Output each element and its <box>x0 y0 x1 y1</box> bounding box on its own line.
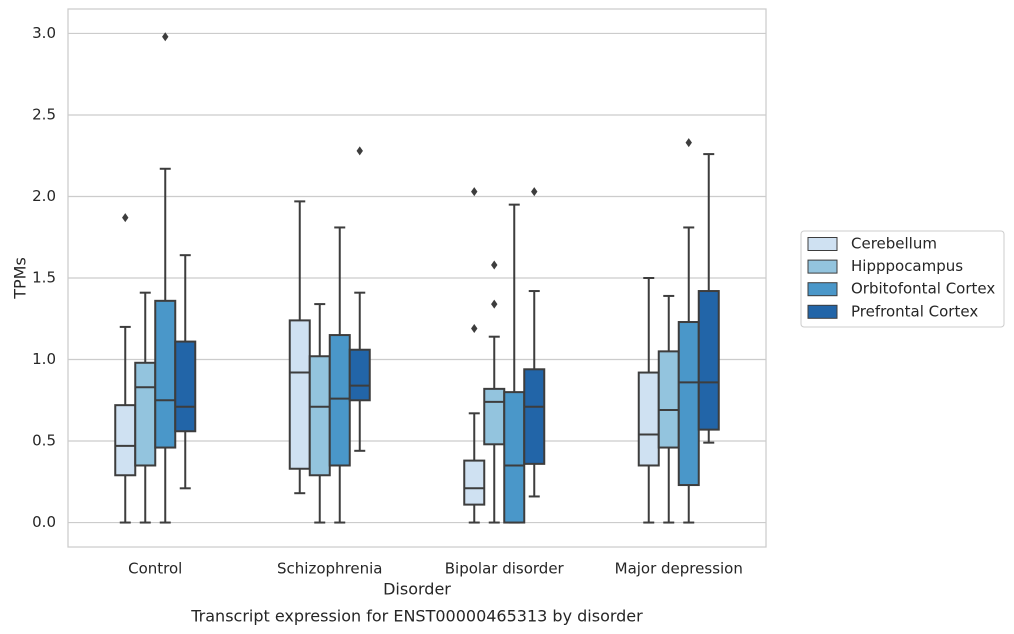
box-prefrontal-cortex <box>523 187 546 498</box>
box-orbitofontal-cortex <box>154 32 177 524</box>
iqr-box <box>523 368 546 465</box>
x-tick-label: Control <box>128 560 182 578</box>
x-axis-label: Disorder <box>383 580 451 599</box>
legend-label: Hipppocampus <box>851 257 963 275</box>
iqr-box <box>328 334 351 467</box>
legend-frame <box>800 230 1005 328</box>
x-tick-label: Schizophrenia <box>277 560 382 578</box>
box-plots <box>114 32 720 524</box>
box-cerebellum <box>114 213 137 524</box>
plot-frame <box>67 8 767 548</box>
box-prefrontal-cortex <box>348 146 371 452</box>
x-tick-label: Bipolar disorder <box>445 560 565 578</box>
outlier-point <box>471 324 478 334</box>
outlier-point <box>122 213 129 223</box>
box-hipppocampus <box>483 260 506 524</box>
y-tick-label: 1.5 <box>32 269 56 287</box>
chart-caption: Transcript expression for ENST0000046531… <box>190 607 643 626</box>
y-tick-label: 3.0 <box>32 24 56 42</box>
iqr-box <box>503 391 526 524</box>
box-cerebellum <box>637 277 660 524</box>
iqr-box <box>637 371 660 467</box>
outlier-point <box>491 299 498 309</box>
legend-label: Prefrontal Cortex <box>851 302 978 320</box>
legend-swatch <box>807 237 838 251</box>
outlier-point <box>356 146 363 156</box>
legend-swatch <box>807 304 838 319</box>
y-tick-label: 0.0 <box>32 513 56 531</box>
legend-swatch <box>807 259 838 274</box>
iqr-box <box>114 404 137 477</box>
iqr-box <box>657 350 680 449</box>
box-orbitofontal-cortex <box>677 138 700 524</box>
x-tick-label: Major depression <box>615 560 743 578</box>
box-cerebellum <box>463 187 486 524</box>
outlier-point <box>162 32 169 42</box>
box-prefrontal-cortex <box>174 254 197 490</box>
box-prefrontal-cortex <box>697 153 720 444</box>
iqr-box <box>348 348 371 402</box>
outlier-point <box>471 187 478 197</box>
box-hipppocampus <box>134 291 157 524</box>
iqr-box <box>483 387 506 446</box>
legend-label: Cerebellum <box>851 235 937 253</box>
box-cerebellum <box>288 200 311 495</box>
x-tick-labels: Control Schizophrenia Bipolar disorder Majo… <box>128 560 743 578</box>
box-orbitofontal-cortex <box>503 203 526 524</box>
grid-lines <box>68 32 766 524</box>
iqr-box <box>463 459 486 506</box>
iqr-box <box>288 319 311 470</box>
y-tick-label: 1.0 <box>32 350 56 368</box>
box-orbitofontal-cortex <box>328 226 351 524</box>
iqr-box <box>677 321 700 487</box>
outlier-point <box>685 138 692 148</box>
iqr-box <box>174 340 197 433</box>
y-axis-label: TPMs <box>11 257 30 300</box>
y-tick-label: 2.0 <box>32 187 56 205</box>
iqr-box <box>697 290 720 431</box>
y-tick-label: 0.5 <box>32 432 56 450</box>
box-hipppocampus <box>308 303 331 524</box>
iqr-box <box>308 355 331 477</box>
legend-swatch <box>807 282 838 297</box>
iqr-box <box>134 361 157 467</box>
y-tick-label: 2.5 <box>32 105 56 123</box>
outlier-point <box>531 187 538 197</box>
outlier-point <box>491 260 498 270</box>
y-tick-labels: 0.0 0.5 1.0 1.5 2.0 2.5 3.0 <box>32 24 56 531</box>
iqr-box <box>154 299 177 449</box>
legend-label: Orbitofontal Cortex <box>851 280 995 298</box>
legend: Cerebellum Hipppocampus Orbitofontal Corte… <box>800 230 1005 328</box>
box-hipppocampus <box>657 294 680 524</box>
